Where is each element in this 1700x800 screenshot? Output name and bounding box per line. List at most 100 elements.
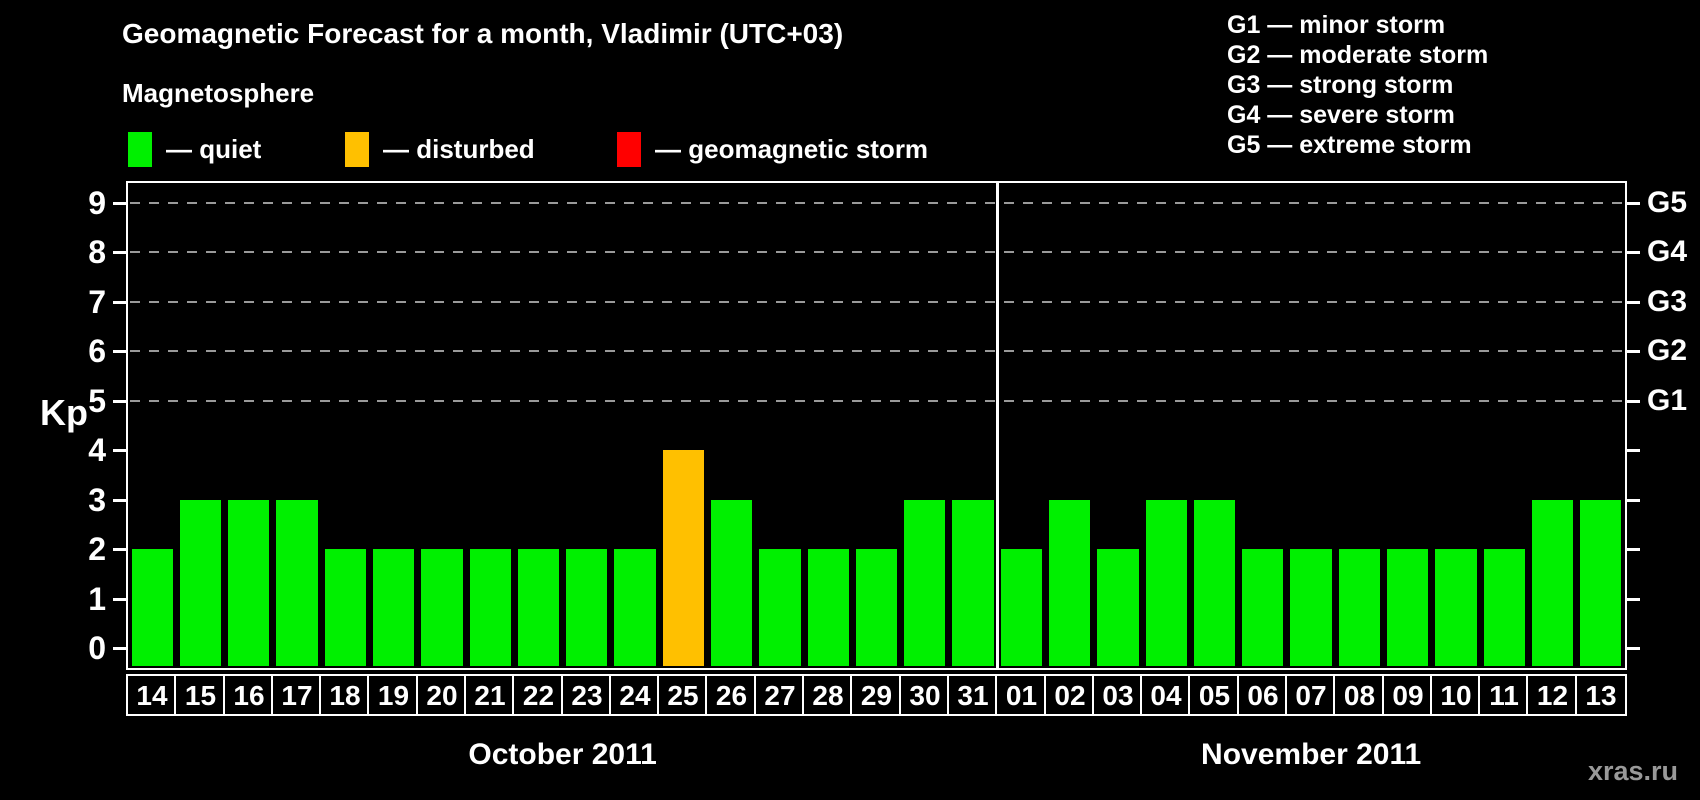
- day-label-13: 13: [1575, 674, 1627, 716]
- day-label-05: 05: [1188, 674, 1241, 716]
- y-tick-label: 5: [88, 382, 106, 419]
- day-label-20: 20: [416, 674, 468, 716]
- day-label-21: 21: [464, 674, 516, 716]
- kp-bar-31: [952, 499, 994, 666]
- kp-bar-27: [759, 549, 801, 666]
- legend-item-quiet: — quiet: [128, 131, 261, 167]
- storm-scale-line: G2 — moderate storm: [1227, 41, 1489, 69]
- legend-item-disturbed: — disturbed: [345, 131, 535, 167]
- legend-label: — geomagnetic storm: [655, 133, 929, 164]
- day-label-12: 12: [1526, 674, 1579, 716]
- day-label-01: 01: [995, 674, 1048, 716]
- kp-bar-23: [566, 549, 608, 666]
- y-tick-label: 0: [88, 630, 106, 667]
- kp-bar-01: [1000, 549, 1042, 666]
- day-label-08: 08: [1333, 674, 1386, 716]
- watermark: xras.ru: [1587, 756, 1678, 786]
- day-label-04: 04: [1140, 674, 1192, 716]
- kp-bar-25: [662, 450, 704, 666]
- kp-bar-13: [1580, 499, 1622, 666]
- y-tick-label: 8: [88, 234, 106, 271]
- month-caption: October 2011: [468, 738, 657, 771]
- storm-swatch: [617, 131, 641, 167]
- y-tick-right: [1627, 399, 1640, 403]
- day-label-17: 17: [271, 674, 323, 716]
- plot-area: [126, 181, 1627, 670]
- chart-title: Geomagnetic Forecast for a month, Vladim…: [122, 18, 844, 49]
- kp-bar-17: [276, 499, 318, 666]
- kp-bar-24: [614, 549, 656, 666]
- storm-scale-line: G4 — severe storm: [1227, 101, 1455, 129]
- day-label-26: 26: [705, 674, 758, 716]
- day-label-10: 10: [1430, 674, 1482, 716]
- day-label-23: 23: [561, 674, 613, 716]
- y-tick-label: 4: [88, 432, 106, 469]
- day-label-03: 03: [1092, 674, 1144, 716]
- day-label-27: 27: [754, 674, 806, 716]
- day-label-19: 19: [367, 674, 420, 716]
- kp-bar-21: [469, 549, 511, 666]
- storm-scale-line: G1 — minor storm: [1227, 11, 1446, 39]
- y-tick-left: [113, 251, 126, 255]
- quiet-swatch: [128, 131, 152, 167]
- day-label-29: 29: [850, 674, 903, 716]
- y-tick-left: [113, 399, 126, 403]
- kp-bar-06: [1242, 549, 1284, 666]
- y-tick-left: [113, 647, 126, 651]
- y-tick-label: 2: [88, 531, 106, 568]
- legend-item-storm: — geomagnetic storm: [617, 131, 928, 167]
- magnetosphere-label: Magnetosphere: [122, 78, 315, 108]
- y-tick-right: [1627, 300, 1640, 304]
- y-tick-left: [113, 350, 126, 354]
- day-label-22: 22: [512, 674, 565, 716]
- kp-bar-02: [1049, 499, 1091, 666]
- kp-bar-28: [807, 549, 849, 666]
- y-tick-right: [1627, 201, 1640, 205]
- y-tick-right: [1627, 597, 1640, 601]
- kp-bar-08: [1338, 549, 1381, 666]
- day-label-24: 24: [609, 674, 661, 716]
- g-axis-label: G2: [1647, 334, 1688, 368]
- day-label-25: 25: [657, 674, 709, 716]
- gridline-kp9: [130, 201, 1623, 204]
- day-label-18: 18: [319, 674, 371, 716]
- y-tick-right: [1627, 449, 1640, 453]
- y-tick-right: [1627, 498, 1640, 502]
- gridline-kp6: [130, 350, 1623, 353]
- y-axis-title: Kp: [40, 392, 88, 433]
- disturbed-swatch: [345, 131, 369, 167]
- y-tick-left: [113, 201, 126, 205]
- y-tick-left: [113, 300, 126, 304]
- kp-bar-11: [1483, 549, 1525, 666]
- kp-bar-29: [855, 549, 898, 666]
- day-label-15: 15: [174, 674, 227, 716]
- day-label-07: 07: [1285, 674, 1337, 716]
- y-tick-label: 6: [88, 333, 106, 370]
- day-label-14: 14: [126, 674, 178, 716]
- g-axis-label: G5: [1647, 185, 1688, 219]
- gridline-kp7: [130, 300, 1623, 303]
- kp-bar-20: [421, 549, 463, 666]
- kp-bar-07: [1290, 549, 1332, 666]
- storm-scale-legend: G1 — minor storm G2 — moderate storm G3 — …: [1227, 10, 1488, 160]
- kp-bar-03: [1097, 549, 1139, 666]
- kp-bar-05: [1193, 499, 1236, 666]
- kp-bar-14: [131, 549, 173, 666]
- y-tick-label: 1: [88, 580, 106, 617]
- gridline-kp5: [130, 399, 1623, 402]
- day-label-11: 11: [1478, 674, 1530, 716]
- kp-bar-12: [1531, 499, 1574, 666]
- kp-bar-04: [1145, 499, 1187, 666]
- kp-bar-26: [710, 499, 753, 666]
- kp-bar-10: [1435, 549, 1477, 666]
- day-label-06: 06: [1237, 674, 1289, 716]
- month-caption: November 2011: [1201, 738, 1422, 771]
- y-tick-left: [113, 449, 126, 453]
- y-tick-right: [1627, 251, 1640, 255]
- kp-bar-22: [517, 549, 560, 666]
- y-tick-label: 7: [88, 283, 106, 320]
- day-label-31: 31: [947, 674, 999, 716]
- kp-bar-09: [1387, 549, 1429, 666]
- kp-bar-16: [228, 499, 270, 666]
